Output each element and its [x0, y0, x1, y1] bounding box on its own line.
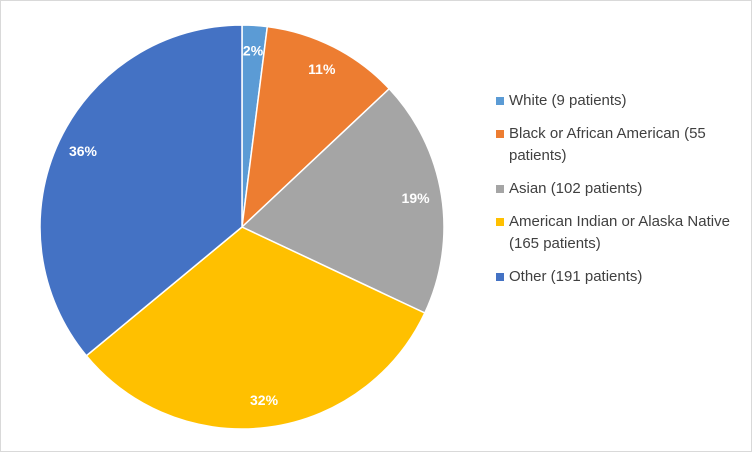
pie-slice	[240, 25, 391, 229]
legend-entry: Other (191 patients)	[496, 266, 734, 288]
slice-label: 11%	[308, 61, 336, 77]
slice-label: 36%	[69, 143, 98, 159]
legend-swatch	[496, 97, 504, 105]
slice-label: 32%	[250, 392, 279, 408]
slice-label: 2%	[243, 42, 264, 58]
legend-swatch	[496, 130, 504, 138]
legend: White (9 patients) Black or African Ameri…	[484, 76, 741, 371]
legend-label: Asian (102 patients)	[509, 180, 643, 197]
legend-entry: American Indian or Alaska Native (165 pa…	[496, 211, 734, 255]
legend-entry: Asian (102 patients)	[496, 178, 734, 200]
legend-label: White (9 patients)	[509, 92, 627, 109]
legend-swatch	[496, 273, 504, 281]
legend-label: Other (191 patients)	[509, 268, 643, 285]
pie-slice	[85, 226, 426, 430]
slice-label: 19%	[402, 190, 431, 206]
legend-label: Black or African American (55 patients)	[509, 125, 706, 164]
legend-entry: White (9 patients)	[496, 90, 734, 112]
pie-slice	[39, 24, 243, 357]
legend-swatch	[496, 218, 504, 226]
pie-slice	[240, 87, 445, 315]
legend-swatch	[496, 185, 504, 193]
legend-label: American Indian or Alaska Native (165 pa…	[509, 213, 730, 252]
legend-entry: Black or African American (55 patients)	[496, 123, 734, 167]
